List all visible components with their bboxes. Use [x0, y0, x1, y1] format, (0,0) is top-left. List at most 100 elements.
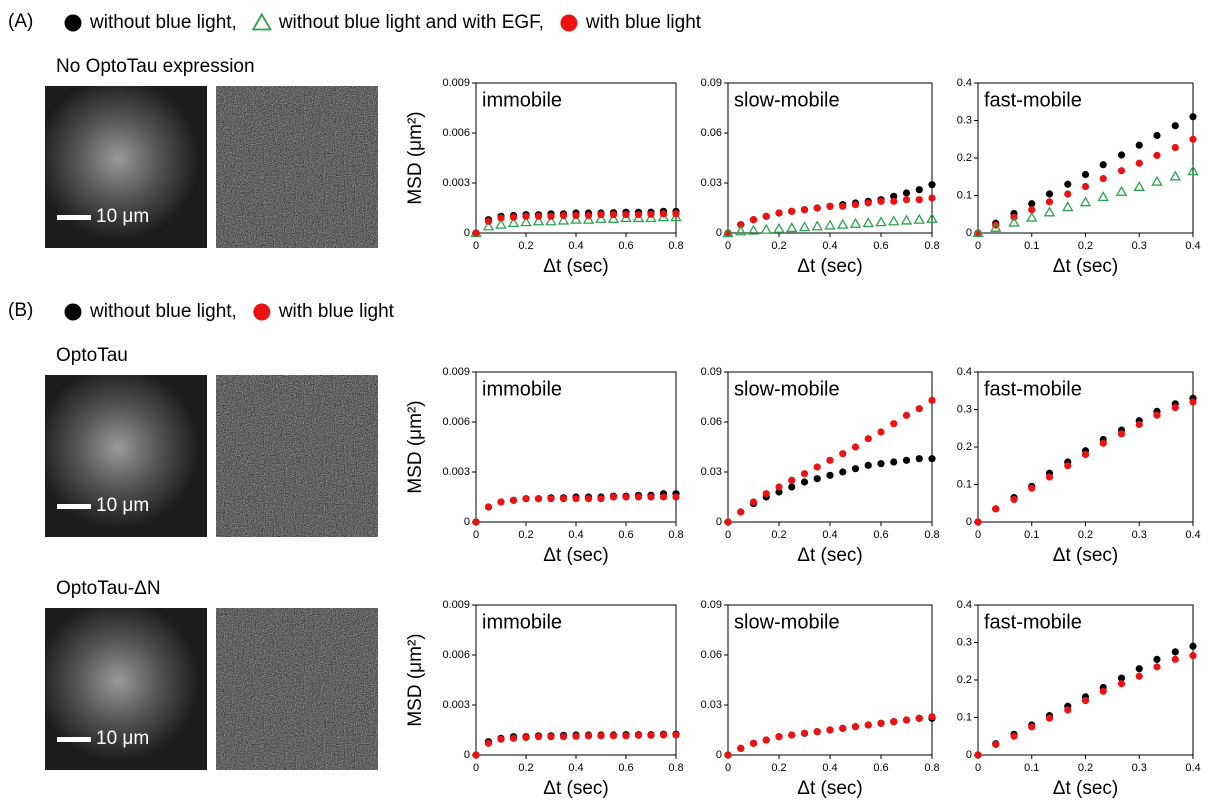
x-tick-label: 0.4 — [822, 762, 837, 774]
microscopy-image — [45, 86, 207, 248]
x-tick-label: 0.8 — [924, 529, 939, 541]
data-point — [547, 733, 555, 741]
legend-marker — [64, 303, 82, 321]
data-point — [557, 214, 570, 225]
data-point — [788, 207, 796, 215]
x-axis-label: Δt (sec) — [1053, 256, 1118, 277]
x-tick-label: 0.8 — [924, 762, 939, 774]
data-point — [915, 455, 923, 463]
data-point — [1153, 411, 1161, 419]
data-point — [775, 483, 783, 491]
data-point — [482, 220, 495, 231]
data-point — [497, 735, 505, 743]
data-point — [1135, 665, 1143, 673]
y-tick-label: 0.2 — [957, 152, 972, 164]
data-point — [800, 470, 809, 478]
data-point — [495, 218, 507, 229]
data-point — [890, 197, 898, 205]
data-point — [472, 518, 480, 526]
data-point — [609, 211, 618, 219]
scale-bar — [57, 504, 91, 509]
data-point — [928, 455, 936, 463]
legend-marker — [560, 14, 578, 32]
data-point — [634, 731, 643, 739]
data-point — [534, 733, 543, 741]
scale-bar — [57, 737, 91, 742]
data-point — [864, 435, 872, 443]
scale-bar-label: 10 μm — [96, 728, 149, 749]
x-tick-label: 0.4 — [822, 240, 837, 252]
data-point — [735, 225, 747, 236]
data-point — [484, 503, 493, 511]
legend-text: with blue light — [585, 12, 702, 33]
data-point — [839, 724, 847, 732]
data-point — [1135, 420, 1143, 429]
data-point — [826, 471, 834, 479]
data-point — [1135, 672, 1143, 680]
data-point — [609, 732, 618, 740]
data-point — [788, 483, 796, 491]
data-point — [972, 227, 984, 238]
x-tick-label: 0.6 — [618, 240, 633, 252]
data-point — [1079, 196, 1092, 207]
x-axis-label: Δt (sec) — [543, 545, 608, 566]
y-tick-label: 0.03 — [701, 177, 722, 189]
data-point — [597, 732, 605, 740]
data-point — [1045, 190, 1054, 198]
data-point — [1171, 143, 1179, 152]
x-axis-label: Δt (sec) — [1053, 545, 1118, 566]
data-point — [545, 215, 557, 226]
data-point — [798, 221, 811, 232]
data-point — [597, 211, 605, 219]
data-point — [659, 731, 668, 739]
data-point — [839, 450, 847, 458]
y-tick-label: 0.3 — [957, 114, 972, 126]
data-point — [1171, 122, 1179, 130]
x-axis-label: Δt (sec) — [797, 778, 862, 799]
data-point — [1151, 175, 1163, 186]
data-point — [824, 219, 836, 230]
data-point — [902, 411, 911, 419]
data-point — [762, 212, 770, 220]
data-point — [1064, 462, 1072, 470]
y-tick-label: 0.03 — [701, 466, 722, 478]
data-point — [851, 465, 860, 473]
y-tick-label: 0.006 — [442, 416, 470, 428]
data-point — [800, 478, 809, 486]
data-point — [888, 215, 900, 226]
x-tick-label: 0.2 — [1078, 529, 1093, 541]
data-point — [522, 212, 530, 220]
data-point — [1117, 680, 1126, 688]
x-tick-label: 0.1 — [1024, 529, 1039, 541]
y-tick-label: 0.4 — [957, 599, 972, 611]
data-point — [572, 211, 580, 220]
data-point — [974, 518, 982, 526]
data-point — [659, 493, 668, 501]
data-point — [659, 210, 668, 218]
data-point — [472, 229, 480, 237]
data-point — [1028, 200, 1036, 208]
x-tick-label: 0.2 — [771, 240, 786, 252]
scale-bar-label: 10 μm — [96, 495, 149, 516]
data-point — [749, 216, 758, 224]
data-point — [864, 199, 872, 207]
x-tick-label: 0.4 — [1185, 529, 1200, 541]
data-point — [1117, 674, 1126, 682]
data-point — [890, 420, 898, 428]
x-tick-label: 0.4 — [1185, 762, 1200, 774]
legend-marker — [253, 303, 271, 321]
scale-bar — [57, 215, 91, 220]
data-point — [839, 468, 847, 476]
x-tick-label: 0.1 — [1024, 240, 1039, 252]
y-tick-label: 0.003 — [442, 699, 470, 711]
data-point — [522, 733, 530, 742]
data-point — [509, 496, 518, 504]
data-point — [839, 202, 847, 210]
data-point — [1026, 211, 1038, 222]
data-point — [851, 723, 860, 731]
data-point — [1187, 165, 1199, 176]
data-point — [926, 212, 938, 223]
y-tick-label: 0.3 — [957, 403, 972, 415]
x-tick-label: 0.4 — [822, 529, 837, 541]
data-point — [520, 216, 532, 227]
